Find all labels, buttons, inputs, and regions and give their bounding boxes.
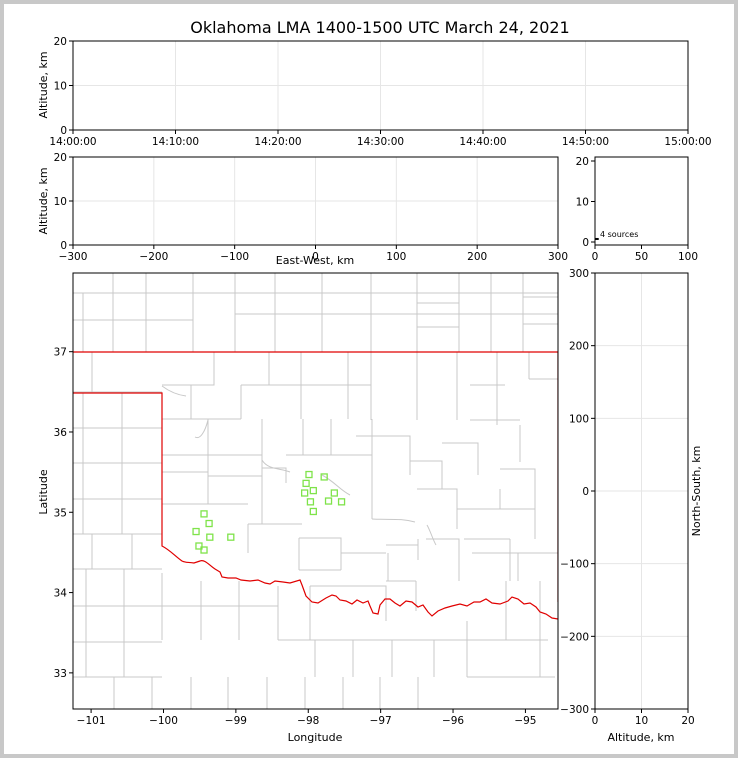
lightning-source-point xyxy=(320,473,328,481)
lightning-source-point xyxy=(300,489,309,497)
longitude-tick-label: −95 xyxy=(514,715,536,727)
north-south-axes xyxy=(594,272,689,710)
histogram-x-tick-label: 50 xyxy=(635,251,648,263)
latitude-tick-label: 35 xyxy=(54,507,67,519)
lightning-source-point xyxy=(205,519,213,528)
east-west-altitude-axes xyxy=(72,156,559,246)
lightning-source-point xyxy=(309,507,317,516)
north-south-tick-label: 300 xyxy=(569,268,589,280)
north-south-tick-label: 200 xyxy=(569,341,589,353)
latitude-tick-label: 34 xyxy=(54,588,68,600)
histogram-y-tick-label: 20 xyxy=(576,156,589,168)
ns-altitude-tick-label: 20 xyxy=(681,715,694,727)
time-tick-label: 14:10:00 xyxy=(152,136,199,148)
north-south-tick-label: −100 xyxy=(560,559,589,571)
plan-view-ticks: −101 −100 −99 −98 −97 −96 −95 33 34 35 36 37 xyxy=(54,347,537,727)
plan-view-axes xyxy=(72,272,559,710)
figure-title: Oklahoma LMA 1400-1500 UTC March 24, 202… xyxy=(190,18,569,37)
lightning-source-point xyxy=(306,498,315,506)
ns-altitude-tick-label: 0 xyxy=(592,715,599,727)
north-south-xlabel: Altitude, km xyxy=(607,731,674,744)
north-south-ylabel: North-South, km xyxy=(690,446,703,537)
time-tick-label: 14:00:00 xyxy=(49,136,96,148)
east-west-tick-label: 100 xyxy=(386,251,406,263)
time-altitude-ticks: 14:00:00 14:10:00 14:20:00 14:30:00 14:40:00… xyxy=(49,36,711,148)
north-south-ticks: 0 10 20 −300 −200 −100 0 100 200 300 xyxy=(560,268,695,727)
time-tick-label: 14:40:00 xyxy=(459,136,506,148)
time-altitude-ylabel: Altitude, km xyxy=(37,51,50,118)
map-layers xyxy=(73,273,558,709)
histogram-x-tick-label: 0 xyxy=(592,251,599,263)
east-west-tick-label: 0 xyxy=(312,251,319,263)
longitude-tick-label: −96 xyxy=(442,715,464,727)
ns-altitude-tick-label: 10 xyxy=(635,715,648,727)
east-west-altitude-tick-label: 20 xyxy=(54,152,67,164)
east-west-tick-label: 200 xyxy=(467,251,487,263)
plan-view-ylabel: Latitude xyxy=(37,469,50,515)
time-altitude-tick-label: 0 xyxy=(60,125,67,137)
east-west-tick-label: −200 xyxy=(139,251,168,263)
time-altitude-tick-label: 20 xyxy=(54,36,67,48)
east-west-tick-label: −100 xyxy=(220,251,249,263)
source-points xyxy=(192,470,346,554)
altitude-north-south-panel: 0 10 20 −300 −200 −100 0 100 200 300 Altitude, km… xyxy=(560,268,703,744)
lightning-source-point xyxy=(330,489,338,497)
plan-view-xlabel: Longitude xyxy=(288,731,343,744)
source-count-annotation: 4 sources xyxy=(600,230,638,239)
east-west-altitude-panel: −300 −200 −100 0 100 200 300 0 10 20 Altitude, km… xyxy=(37,152,568,267)
altitude-histogram-panel: 0 50 100 0 10 20 4 sources xyxy=(576,156,698,263)
histogram-y-tick-label: 0 xyxy=(582,237,589,249)
lightning-source-point xyxy=(227,533,235,541)
east-west-altitude-ticks: −300 −200 −100 0 100 200 300 0 10 20 xyxy=(54,152,568,263)
north-south-tick-label: −300 xyxy=(560,704,589,716)
north-south-tick-label: 100 xyxy=(569,413,589,425)
time-altitude-axes xyxy=(72,40,689,131)
lightning-source-point xyxy=(337,498,346,506)
lightning-source-point xyxy=(192,527,200,536)
lightning-source-point xyxy=(200,510,208,518)
lightning-source-point xyxy=(200,546,208,554)
east-west-tick-label: 300 xyxy=(548,251,568,263)
longitude-tick-label: −100 xyxy=(149,715,178,727)
time-tick-label: 14:50:00 xyxy=(562,136,609,148)
time-tick-label: 15:00:00 xyxy=(664,136,711,148)
latitude-tick-label: 33 xyxy=(54,668,67,680)
east-west-altitude-tick-label: 10 xyxy=(54,196,67,208)
longitude-tick-label: −97 xyxy=(370,715,392,727)
histogram-x-tick-label: 100 xyxy=(678,251,698,263)
latitude-tick-label: 36 xyxy=(54,427,68,439)
county-borders xyxy=(73,273,558,709)
plan-view-panel: −101 −100 −99 −98 −97 −96 −95 33 34 35 36 37 Longit… xyxy=(37,272,559,744)
oklahoma-border xyxy=(73,351,558,620)
time-tick-label: 14:20:00 xyxy=(254,136,301,148)
east-west-altitude-tick-label: 0 xyxy=(60,240,67,252)
altitude-histogram-ticks: 0 50 100 0 10 20 xyxy=(576,156,698,263)
time-altitude-panel: 14:00:00 14:10:00 14:20:00 14:30:00 14:40:00… xyxy=(37,36,712,148)
north-south-tick-label: −200 xyxy=(560,631,589,643)
longitude-tick-label: −99 xyxy=(225,715,247,727)
east-west-altitude-grid xyxy=(72,156,559,246)
lightning-source-point xyxy=(206,533,214,541)
longitude-tick-label: −98 xyxy=(297,715,319,727)
east-west-tick-label: −300 xyxy=(59,251,88,263)
north-south-grid xyxy=(594,272,689,710)
longitude-tick-label: −101 xyxy=(77,715,106,727)
east-west-altitude-ylabel: Altitude, km xyxy=(37,167,50,234)
figure-frame xyxy=(4,4,734,754)
time-altitude-tick-label: 10 xyxy=(54,81,67,93)
north-south-tick-label: 0 xyxy=(582,486,589,498)
lightning-source-point xyxy=(309,486,317,495)
lightning-source-point xyxy=(324,497,333,505)
histogram-y-tick-label: 10 xyxy=(576,197,589,209)
latitude-tick-label: 37 xyxy=(54,347,67,359)
east-west-xlabel: East-West, km xyxy=(276,254,354,267)
lightning-source-point xyxy=(302,479,310,488)
time-altitude-grid xyxy=(72,40,689,131)
time-tick-label: 14:30:00 xyxy=(357,136,404,148)
lightning-source-point xyxy=(305,470,313,479)
altitude-histogram-axes xyxy=(594,156,689,246)
lightning-source-point xyxy=(195,542,203,550)
